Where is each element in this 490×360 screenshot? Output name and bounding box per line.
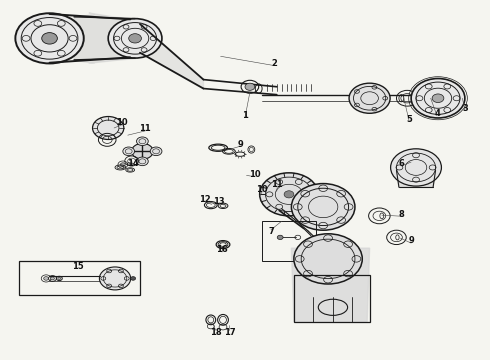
Circle shape [123, 147, 135, 156]
Text: 11: 11 [271, 180, 283, 189]
Circle shape [277, 235, 283, 239]
Circle shape [121, 163, 125, 166]
Circle shape [150, 147, 162, 156]
Text: 8: 8 [398, 210, 404, 219]
Text: 11: 11 [140, 124, 151, 133]
Circle shape [284, 191, 294, 198]
Circle shape [349, 83, 390, 113]
Circle shape [132, 143, 153, 159]
Circle shape [245, 83, 255, 90]
Circle shape [137, 157, 148, 166]
Text: 18: 18 [210, 328, 221, 337]
Text: 4: 4 [434, 109, 440, 118]
Text: 5: 5 [406, 114, 412, 123]
Circle shape [44, 276, 49, 280]
Text: 13: 13 [213, 197, 225, 206]
Circle shape [42, 33, 57, 44]
Text: 6: 6 [398, 159, 404, 168]
Text: 9: 9 [408, 237, 414, 246]
Circle shape [294, 234, 362, 284]
Text: 17: 17 [223, 328, 235, 337]
Circle shape [131, 276, 136, 280]
Circle shape [50, 277, 54, 280]
Text: 2: 2 [271, 59, 277, 68]
Text: 12: 12 [199, 195, 211, 204]
Circle shape [129, 34, 142, 43]
Bar [294, 275, 369, 321]
Circle shape [411, 78, 465, 118]
Text: 9: 9 [237, 140, 243, 149]
Circle shape [99, 267, 131, 290]
Circle shape [15, 13, 84, 63]
Text: 10: 10 [256, 185, 268, 194]
Circle shape [432, 94, 444, 103]
Text: 10: 10 [116, 118, 128, 127]
Polygon shape [140, 24, 203, 89]
Bar [262, 221, 316, 261]
Text: 3: 3 [462, 104, 468, 113]
Circle shape [108, 19, 162, 58]
Text: 10: 10 [249, 170, 261, 179]
Circle shape [260, 173, 318, 216]
Circle shape [292, 184, 355, 230]
Text: 14: 14 [127, 159, 139, 168]
Text: 16: 16 [216, 246, 228, 255]
Text: 7: 7 [268, 228, 274, 237]
Text: 1: 1 [242, 111, 248, 120]
Circle shape [137, 137, 148, 145]
Bar [19, 261, 141, 296]
Circle shape [93, 117, 124, 139]
Polygon shape [396, 170, 436, 187]
Polygon shape [292, 248, 369, 321]
Circle shape [391, 149, 441, 186]
Text: 15: 15 [72, 262, 83, 271]
Circle shape [58, 277, 61, 279]
